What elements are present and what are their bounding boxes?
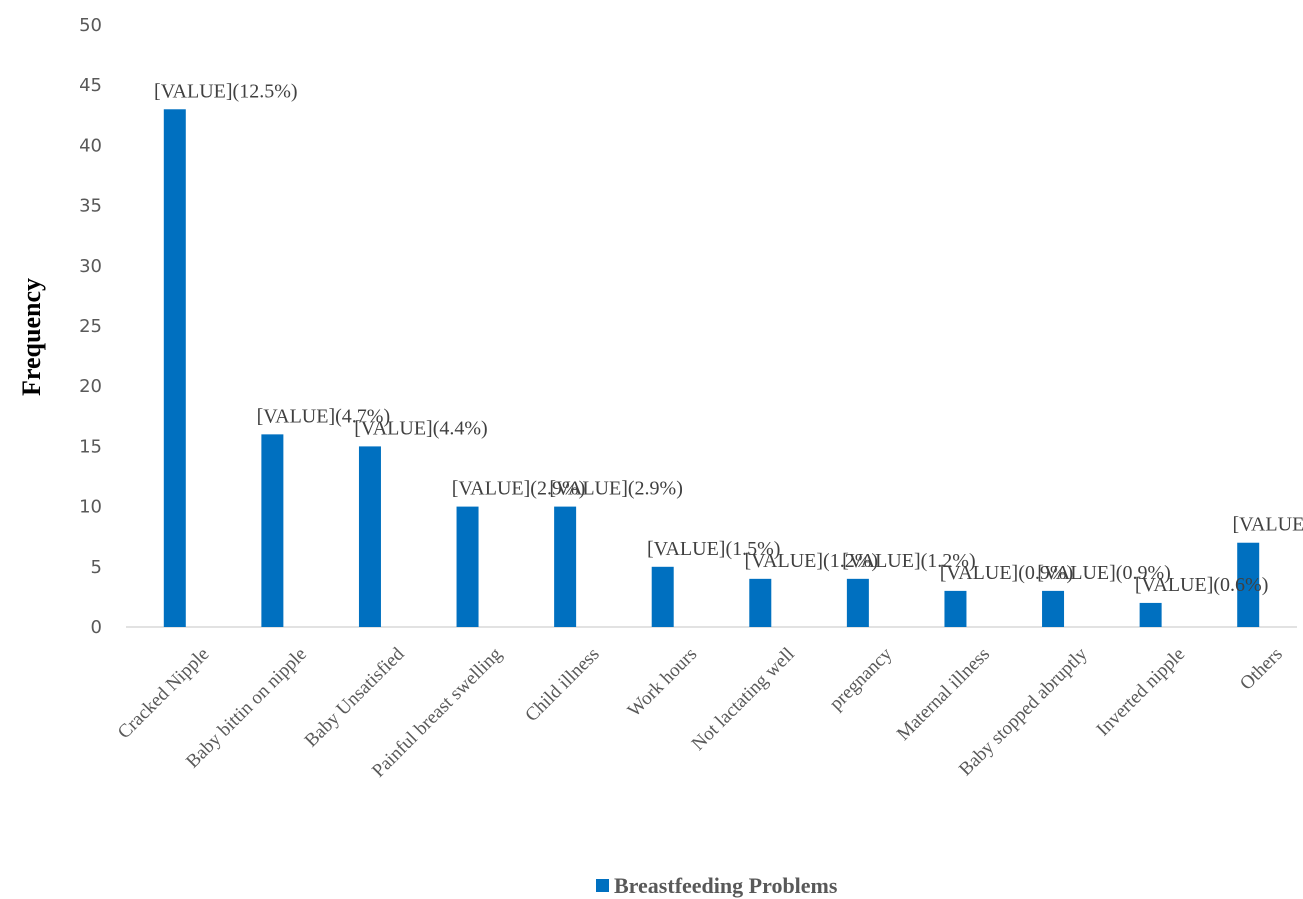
legend: Breastfeeding Problems xyxy=(596,873,838,898)
category-label: Others xyxy=(1236,644,1287,695)
data-label: [VALUE](0.6%) xyxy=(1135,574,1269,596)
y-tick-label: 40 xyxy=(79,135,102,156)
data-label: [VALUE](1.5%) xyxy=(647,538,781,560)
legend-label: Breastfeeding Problems xyxy=(614,873,838,898)
bar xyxy=(1042,590,1065,627)
data-label: [VALUE](2.1%) xyxy=(1232,514,1303,536)
bar xyxy=(1139,602,1162,627)
y-tick-label: 45 xyxy=(79,75,102,96)
y-axis-ticks: 0 5 10 15 20 25 30 35 40 45 50 xyxy=(79,15,102,638)
data-label: [VALUE](1.2%) xyxy=(745,550,879,572)
category-label: Cracked Nipple xyxy=(114,644,214,744)
y-axis-title: Frequency xyxy=(17,278,46,396)
y-tick-label: 50 xyxy=(79,15,102,36)
category-label: Inverted nipple xyxy=(1093,644,1190,741)
y-tick-label: 30 xyxy=(79,256,102,277)
bar xyxy=(358,446,381,627)
data-label: [VALUE](2.9%) xyxy=(452,478,586,500)
data-label: [VALUE](12.5%) xyxy=(154,80,298,102)
bar xyxy=(651,566,674,627)
bar xyxy=(456,506,479,627)
bar xyxy=(944,590,967,627)
bar xyxy=(846,578,869,627)
bar xyxy=(1237,542,1260,627)
y-tick-label: 0 xyxy=(91,617,102,638)
bar xyxy=(749,578,772,627)
data-label: [VALUE](2.9%) xyxy=(549,478,683,500)
bar xyxy=(163,109,186,627)
y-tick-label: 25 xyxy=(79,316,102,337)
y-tick-label: 5 xyxy=(91,557,102,578)
category-label: Child illness xyxy=(521,644,603,726)
y-tick-label: 20 xyxy=(79,376,102,397)
category-label: Not lactating well xyxy=(688,644,799,755)
category-label: Work hours xyxy=(624,644,702,722)
data-label: [VALUE](4.4%) xyxy=(354,417,488,439)
legend-swatch xyxy=(596,879,609,892)
bars-group xyxy=(163,109,1260,627)
category-label: Baby Unsatisfied xyxy=(301,643,409,751)
data-label: [VALUE](0.9%) xyxy=(940,562,1074,584)
data-labels-group: [VALUE](12.5%) [VALUE](4.7%)[VALUE](4.4%)… xyxy=(154,80,1303,596)
category-label: Maternal illness xyxy=(893,644,994,745)
y-tick-label: 15 xyxy=(79,436,102,457)
data-label: [VALUE](4.7%) xyxy=(257,405,391,427)
y-tick-label: 35 xyxy=(79,196,102,217)
data-label: [VALUE](1.2%) xyxy=(842,550,976,572)
y-tick-label: 10 xyxy=(79,497,102,518)
bar xyxy=(554,506,577,627)
bar xyxy=(261,434,284,627)
category-label: pregnancy xyxy=(826,643,897,714)
data-label: [VALUE](0.9%) xyxy=(1037,562,1171,584)
